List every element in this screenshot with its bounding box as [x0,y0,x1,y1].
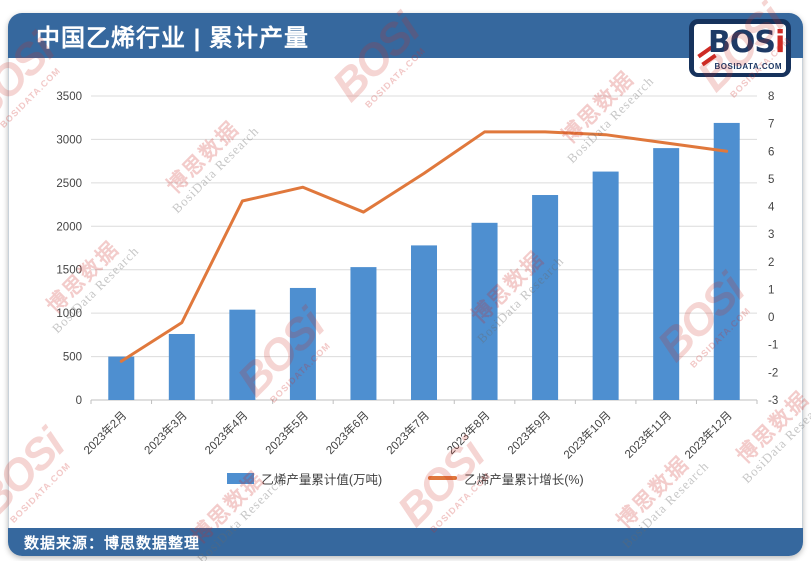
left-axis-tick-label: 0 [76,395,82,407]
x-axis-label: 2023年12月 [682,408,735,461]
x-axis-label: 2023年9月 [504,408,553,457]
legend-line-label: 乙烯产量累计增长(%) [464,472,584,487]
left-axis-tick-label: 2500 [56,178,82,190]
bar [168,333,195,400]
x-axis-label: 2023年3月 [141,408,190,457]
bar [108,356,135,400]
right-axis-tick-label: -2 [768,367,778,379]
right-axis-tick-label: 4 [768,202,775,214]
header-bar: 中国乙烯行业 | 累计产量 [8,13,803,58]
bar [411,245,437,400]
left-axis-tick-label: 1500 [56,265,82,277]
x-axis-label: 2023年5月 [262,408,311,457]
x-axis-label: 2023年2月 [81,408,130,457]
logo-brand-text: BOSi [708,25,785,60]
left-axis-tick-label: 1000 [56,308,82,320]
bar [592,171,619,400]
x-axis-label: 2023年8月 [444,408,493,457]
bar [289,287,316,400]
legend-item-bar-series: 乙烯产量累计值(万吨) [227,469,382,488]
left-axis-tick-label: 3000 [56,134,82,146]
right-axis-tick-label: -3 [768,395,778,407]
left-axis-tick-label: 3500 [56,91,82,103]
chart-legend: 乙烯产量累计值(万吨) 乙烯产量累计增长(%) [9,466,802,490]
legend-bar-label: 乙烯产量累计值(万吨) [261,472,383,487]
combo-chart: 0 500 1000 1500 2000 2500 3000 3500 -3 -2 -1 0 1 2 3 4 5… [56,91,778,462]
page-title: 中国乙烯行业 | 累计产量 [36,25,310,52]
growth-line [119,130,729,363]
right-axis-tick-label: 6 [768,146,774,158]
bosi-logo-panel: BOSi BOSIDATA.COM [694,24,786,73]
source-text: 数据来源：博思数据整理 [24,534,201,552]
right-axis-tick-label: 8 [768,91,774,103]
bar [229,309,256,400]
x-axis-label: 2023年6月 [323,408,372,457]
left-axis-tick-label: 2000 [56,221,82,233]
right-axis-tick-label: -1 [768,340,778,352]
x-axis-label: 2023年10月 [560,408,613,461]
right-axis-tick-label: 1 [768,284,774,296]
right-axis-tick-label: 7 [768,119,774,131]
legend-line-swatch [428,476,458,480]
logo-domain-text: BOSIDATA.COM [714,62,782,71]
bar [713,122,740,400]
right-axis-tick-label: 5 [768,174,774,186]
legend-bar-swatch [227,472,255,484]
bar [350,267,377,400]
right-axis-tick-label: 0 [768,312,774,324]
bar [653,148,680,400]
bar [532,195,559,400]
right-axis-tick-label: 2 [768,257,774,269]
x-axis-label: 2023年4月 [202,408,251,457]
source-bar: 数据来源：博思数据整理 [8,528,803,556]
x-axis-label: 2023年11月 [622,408,675,461]
right-axis-tick-label: 3 [768,229,774,241]
chart-body: 0 500 1000 1500 2000 2500 3000 3500 -3 -2 -1 0 1 2 3 4 5… [8,58,803,528]
legend-item-line-series: 乙烯产量累计增长(%) [428,469,584,488]
bar [471,222,498,400]
chart-card: 中国乙烯行业 | 累计产量 BOSi BOSIDATA.COM 0 500 1000… [8,13,803,556]
left-axis-tick-label: 500 [63,352,82,364]
x-axis-label: 2023年7月 [383,408,432,457]
bosi-logo: BOSi BOSIDATA.COM [689,19,791,77]
